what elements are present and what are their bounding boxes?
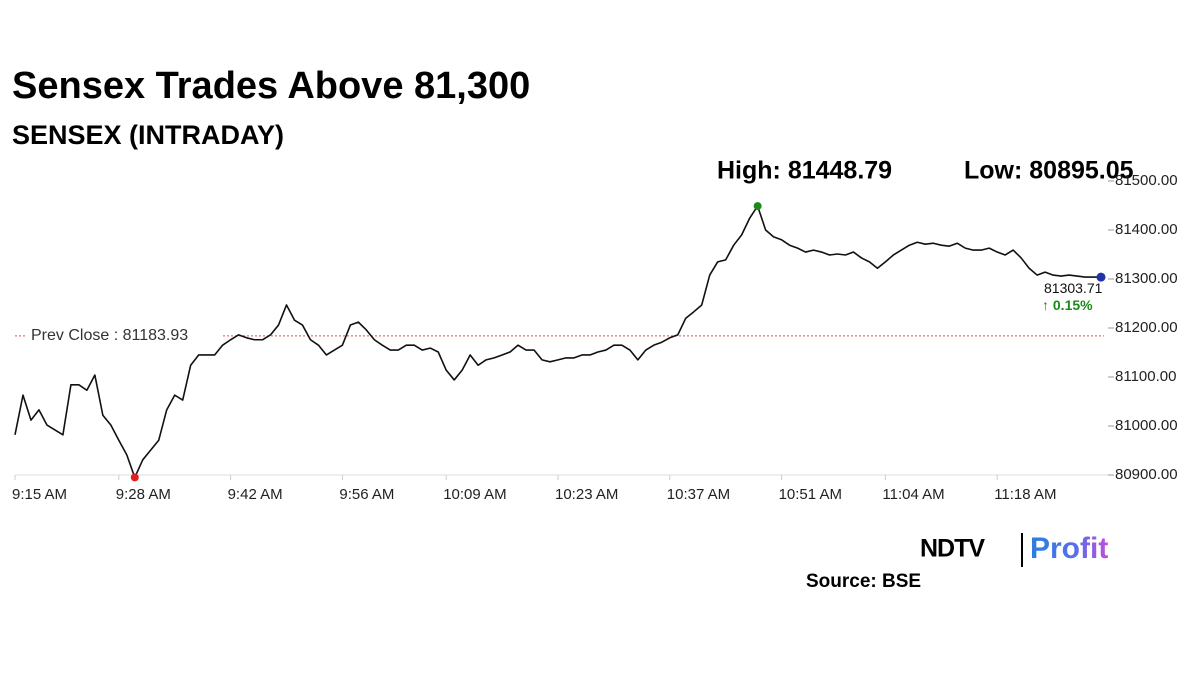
y-tick-label: 81200.00: [1115, 319, 1178, 336]
x-tick-label: 9:42 AM: [228, 486, 283, 503]
x-tick-label: 11:04 AM: [882, 486, 944, 503]
low-marker: [130, 473, 139, 482]
last-value-label: 81303.71: [1044, 280, 1103, 296]
y-tick-label: 81400.00: [1115, 221, 1178, 238]
low-label: Low: 80895.05: [964, 157, 1134, 185]
x-tick-label: 10:37 AM: [667, 486, 730, 503]
x-tick-label: 9:56 AM: [339, 486, 394, 503]
y-tick-label: 81300.00: [1115, 270, 1178, 287]
change-label: ↑ 0.15%: [1042, 297, 1093, 313]
x-tick-label: 10:51 AM: [779, 486, 842, 503]
y-tick-label: 80900.00: [1115, 466, 1178, 483]
high-label: High: 81448.79: [717, 157, 892, 185]
logo-left: NDTV: [920, 535, 985, 563]
x-tick-label: 11:18 AM: [994, 486, 1056, 503]
chart-subtitle: SENSEX (INTRADAY): [12, 120, 284, 150]
x-tick-label: 10:23 AM: [555, 486, 618, 503]
logo: NDTV Profit: [920, 532, 1108, 567]
y-tick-label: 81500.00: [1115, 172, 1178, 189]
reference-label-bg: [27, 324, 223, 345]
source: Source: BSE: [806, 571, 921, 592]
x-tick-label: 9:15 AM: [12, 486, 67, 503]
high-marker: [753, 202, 762, 211]
logo-right: Profit: [1030, 532, 1108, 565]
logo-divider: [1021, 533, 1023, 567]
x-tick-label: 9:28 AM: [116, 486, 171, 503]
y-tick-label: 81000.00: [1115, 417, 1178, 434]
price-line: [14, 205, 1102, 479]
chart-title: Sensex Trades Above 81,300: [12, 65, 530, 107]
x-tick-label: 10:09 AM: [443, 486, 506, 503]
reference-label: Prev Close : 81183.93: [31, 327, 188, 344]
y-tick-label: 81100.00: [1115, 368, 1176, 385]
last-marker: [1096, 272, 1106, 282]
